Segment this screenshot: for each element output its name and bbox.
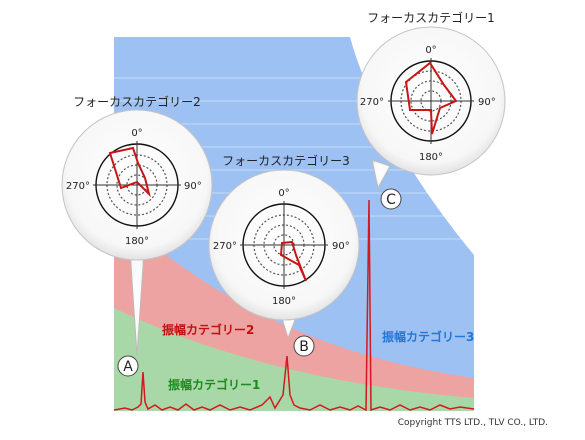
marker-a-letter: A — [123, 359, 133, 375]
angle-label-90: 90° — [478, 97, 496, 108]
marker-a: A — [117, 355, 139, 377]
band1-label: 振幅カテゴリー1 — [168, 377, 260, 392]
copyright-text: Copyright TTS LTD., TLV CO., LTD. — [397, 418, 548, 428]
angle-label-180: 180° — [125, 236, 149, 247]
polar-bubble-category3: フォーカスカテゴリー3 0° 90° 180° 270° — [208, 153, 360, 340]
angle-label-180: 180° — [419, 152, 443, 163]
angle-label-0: 0° — [425, 45, 436, 56]
angle-label-270: 270° — [360, 97, 384, 108]
marker-c-letter: C — [386, 192, 396, 208]
band2-label: 振幅カテゴリー2 — [162, 322, 254, 337]
signal-trace — [114, 199, 474, 411]
polar-title-category1: フォーカスカテゴリー1 — [367, 10, 495, 25]
polar-title-category2: フォーカスカテゴリー2 — [73, 94, 201, 109]
angle-label-270: 270° — [66, 181, 90, 192]
angle-label-180: 180° — [272, 296, 296, 307]
angle-label-90: 90° — [332, 241, 350, 252]
marker-b-letter: B — [299, 339, 309, 355]
polar-trace — [404, 61, 458, 135]
angle-label-0: 0° — [131, 128, 142, 139]
angle-label-0: 0° — [278, 188, 289, 199]
polar-bubble-category1: フォーカスカテゴリー1 0° 90° 180° 270° — [356, 10, 506, 190]
angle-label-270: 270° — [213, 241, 237, 252]
polar-trace — [108, 146, 151, 198]
marker-c: C — [380, 188, 402, 210]
band1-area — [114, 308, 474, 411]
polar-trace — [279, 240, 307, 282]
angle-label-90: 90° — [184, 181, 202, 192]
bubble-pointer — [371, 159, 391, 190]
polar-bubble-category2: フォーカスカテゴリー2 0° 90° 180° 270° — [61, 94, 213, 356]
band3-label: 振幅カテゴリー3 — [382, 329, 474, 344]
marker-b: B — [293, 335, 315, 357]
polar-title-category3: フォーカスカテゴリー3 — [222, 153, 350, 168]
